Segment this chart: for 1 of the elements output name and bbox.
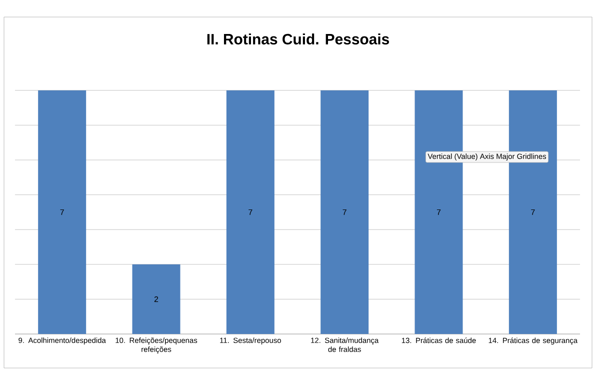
- chart-title: II. Rotinas Cuid. Pessoais: [207, 34, 390, 44]
